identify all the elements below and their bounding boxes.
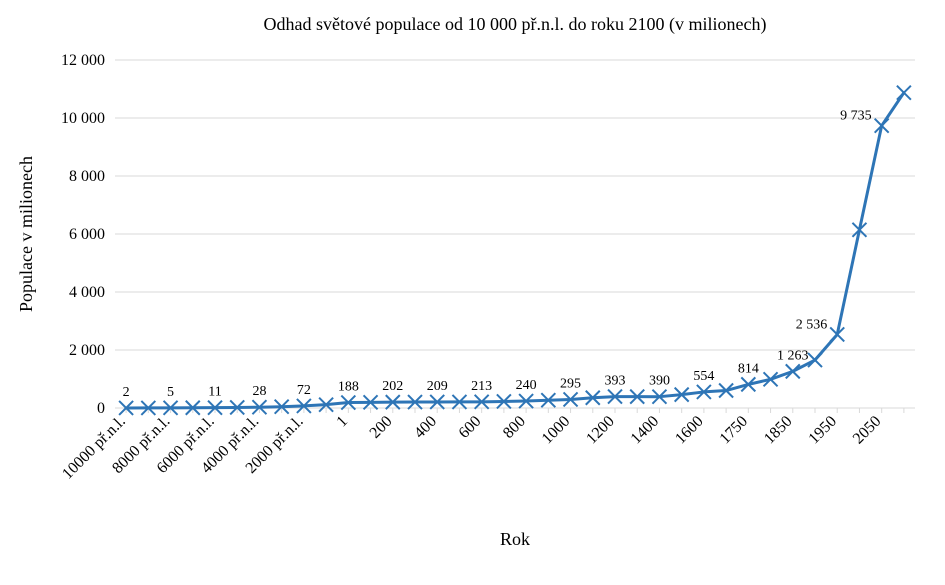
data-label: 188 xyxy=(338,380,359,395)
x-axis-title: Rok xyxy=(500,529,530,549)
chart-svg: 02 0004 0006 0008 00010 00012 00010000 p… xyxy=(0,0,945,585)
y-tick-label: 0 xyxy=(97,400,105,417)
data-label: 554 xyxy=(693,369,714,384)
y-tick-label: 8 000 xyxy=(69,168,105,185)
y-tick-label: 6 000 xyxy=(69,226,105,243)
data-label: 202 xyxy=(382,379,403,394)
data-label: 393 xyxy=(605,374,626,389)
data-label: 11 xyxy=(208,385,221,400)
data-label: 28 xyxy=(252,384,266,399)
data-label: 5 xyxy=(167,385,174,400)
data-label: 213 xyxy=(471,379,492,394)
data-label: 390 xyxy=(649,374,670,389)
data-label: 295 xyxy=(560,376,581,391)
data-label: 240 xyxy=(516,378,537,393)
population-chart: 02 0004 0006 0008 00010 00012 00010000 p… xyxy=(0,0,945,585)
data-label: 209 xyxy=(427,379,448,394)
data-label: 9 735 xyxy=(840,109,872,124)
data-label: 2 xyxy=(123,385,130,400)
y-tick-label: 10 000 xyxy=(61,110,105,127)
data-label: 72 xyxy=(297,383,311,398)
data-label: 1 263 xyxy=(777,348,809,363)
data-label: 2 536 xyxy=(796,317,828,332)
y-tick-label: 12 000 xyxy=(61,52,105,69)
y-tick-label: 2 000 xyxy=(69,342,105,359)
data-label: 814 xyxy=(738,361,759,376)
y-axis-title: Populace v milionech xyxy=(16,156,36,312)
y-tick-label: 4 000 xyxy=(69,284,105,301)
chart-title: Odhad světové populace od 10 000 př.n.l.… xyxy=(264,14,767,35)
